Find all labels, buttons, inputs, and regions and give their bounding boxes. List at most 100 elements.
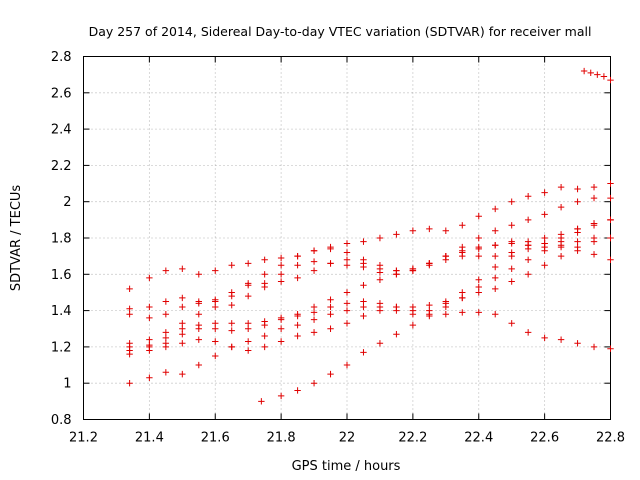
data-point (426, 301, 433, 309)
data-point (162, 267, 170, 274)
x-axis-label: GPS time / hours (292, 459, 401, 474)
data-point (360, 312, 367, 320)
data-point (524, 256, 532, 263)
series-s10 (580, 67, 614, 84)
data-point (327, 245, 334, 253)
data-point (541, 189, 548, 196)
data-point (343, 256, 351, 263)
data-point (590, 343, 598, 351)
series-s1 (126, 180, 614, 293)
data-point (557, 203, 565, 211)
data-point (574, 229, 581, 236)
data-point (126, 311, 133, 318)
data-point (426, 312, 433, 320)
data-point (343, 289, 351, 296)
data-point (607, 256, 614, 263)
data-point (294, 252, 301, 260)
x-tick-label: 21.6 (201, 431, 230, 446)
data-point (607, 180, 614, 187)
data-point (393, 303, 400, 311)
data-point (607, 76, 614, 84)
data-point (126, 380, 133, 387)
data-point (442, 298, 450, 305)
data-point (508, 222, 515, 229)
data-point (310, 303, 318, 311)
data-point (574, 198, 581, 205)
data-point (590, 183, 598, 191)
data-point (376, 300, 384, 307)
data-point (393, 271, 400, 278)
data-point (310, 329, 318, 336)
data-point (360, 303, 367, 311)
data-point (360, 260, 367, 267)
data-point (459, 289, 466, 296)
data-point (179, 320, 186, 327)
data-point (557, 243, 565, 251)
data-point (310, 258, 318, 265)
data-point (524, 329, 532, 336)
data-point (459, 222, 466, 229)
data-point (277, 262, 285, 269)
data-point (475, 289, 482, 296)
data-point (459, 309, 466, 316)
data-point (594, 71, 601, 78)
data-point (343, 300, 351, 307)
y-tick-label: 2.2 (51, 159, 72, 174)
data-point (360, 281, 367, 289)
data-point (179, 340, 186, 347)
data-point (162, 334, 170, 342)
y-tick-label: 1.8 (51, 232, 72, 247)
data-point (195, 336, 202, 343)
y-axis-label: SDTVAR / TECUs (9, 185, 24, 292)
data-point (294, 274, 301, 282)
data-point (590, 222, 598, 229)
data-point (590, 251, 598, 258)
data-point (195, 300, 202, 307)
data-point (162, 311, 170, 318)
data-point (212, 298, 219, 305)
data-point (580, 67, 588, 75)
data-point (244, 325, 252, 332)
series-s6 (126, 216, 614, 354)
data-point (574, 238, 581, 245)
data-point (228, 327, 235, 334)
data-point (179, 325, 186, 332)
data-point (475, 245, 482, 253)
data-point (508, 320, 515, 327)
data-point (607, 345, 614, 352)
data-point (212, 352, 219, 360)
data-point (327, 260, 334, 267)
data-point (459, 294, 466, 302)
data-point (607, 194, 614, 202)
data-point (294, 321, 301, 329)
chart-title: Day 257 of 2014, Sidereal Day-to-day VTE… (89, 24, 592, 39)
data-point (195, 361, 202, 369)
data-point (327, 325, 334, 332)
data-point (442, 227, 450, 234)
data-point (146, 374, 153, 381)
data-point (343, 240, 351, 247)
data-point (179, 370, 186, 378)
data-point (541, 240, 548, 247)
data-point (475, 283, 482, 291)
data-point (442, 303, 450, 311)
series-s2 (126, 194, 614, 312)
data-point (376, 307, 384, 314)
data-point (492, 205, 499, 213)
series-s9 (258, 216, 614, 405)
y-tick-label: 2 (63, 195, 71, 210)
y-tick-label: 1.6 (51, 268, 72, 283)
data-point (179, 294, 186, 302)
data-point (393, 330, 400, 338)
data-point (244, 338, 252, 345)
data-point (508, 198, 515, 205)
data-point (360, 349, 367, 356)
data-point (327, 370, 334, 378)
data-point (294, 262, 301, 269)
data-point (343, 361, 351, 369)
x-tick-label: 22.2 (398, 431, 427, 446)
data-point (261, 332, 268, 340)
data-point (524, 242, 532, 249)
data-point (146, 347, 153, 354)
